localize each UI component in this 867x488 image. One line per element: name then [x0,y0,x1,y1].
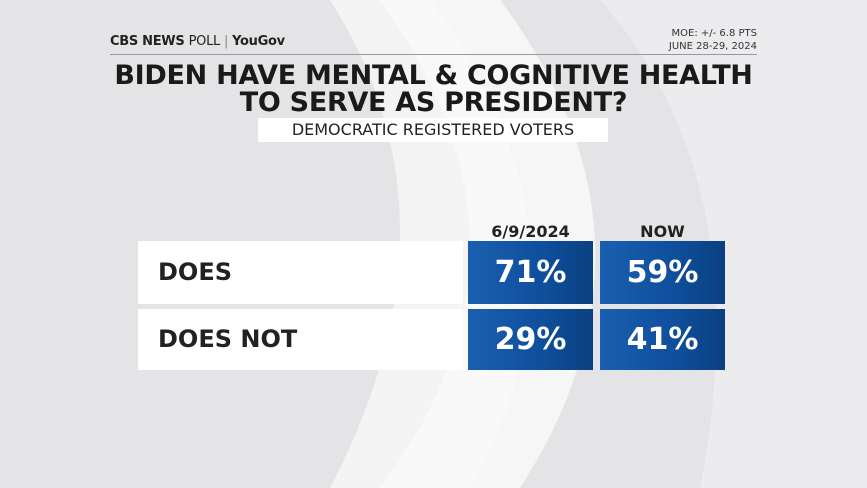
title-line: BIDEN HAVE MENTAL & COGNITIVE HEALTH [114,60,753,91]
value-cell: 59% [600,241,725,304]
brand-suffix: POLL [188,34,221,49]
dates: JUNE 28-29, 2024 [668,41,757,52]
partner: YouGov [232,34,285,49]
brand: CBS NEWS POLL | YouGov [110,34,285,49]
value-cell: 29% [468,309,593,370]
value-cell: 71% [468,241,593,304]
moe: MOE: +/- 6.8 PTS [671,28,757,39]
title-line: TO SERVE AS PRESIDENT? [239,87,628,118]
column-header: 6/9/2024 [491,222,570,241]
brand-name: CBS NEWS [110,34,185,49]
row-label: DOES [138,241,463,304]
column-header: NOW [640,222,685,241]
subtitle: DEMOCRATIC REGISTERED VOTERS [258,118,608,142]
value-cell: 41% [600,309,725,370]
meta: MOE: +/- 6.8 PTS JUNE 28-29, 2024 [669,27,757,53]
rule [110,54,757,55]
row-label: DOES NOT [138,309,463,370]
